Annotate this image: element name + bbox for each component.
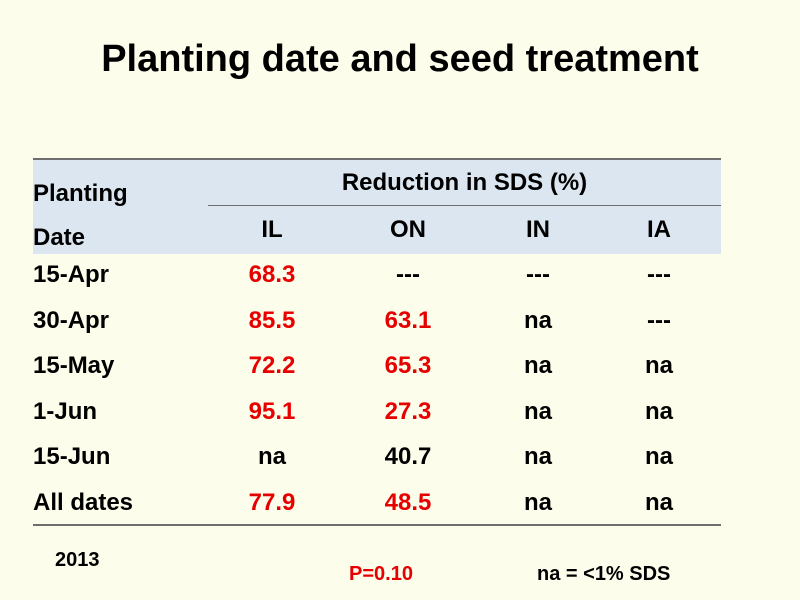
column-header-ia: IA: [647, 216, 671, 243]
table-cell-on: 48.5: [384, 488, 432, 516]
p-value-note: P=0.10: [349, 563, 413, 585]
row-label: 15-May: [33, 352, 115, 379]
column-header-on: ON: [390, 216, 426, 243]
table-row: 15-Apr 68.3 --- --- ---: [33, 252, 721, 298]
table-cell-ia: na: [644, 443, 673, 470]
planting-date-header-line2: Date: [33, 224, 86, 251]
table-cell-il: 95.1: [248, 397, 296, 425]
table-cell-il: na: [257, 443, 286, 470]
table-cell-in: na: [523, 488, 552, 516]
table-cell-ia: na: [644, 352, 673, 379]
table-bottom-border: [33, 524, 721, 526]
table-body: 15-Apr 68.3 --- --- --- 30-Apr 85.5 63.1 na --- 15…: [33, 252, 721, 525]
column-header-in: IN: [526, 216, 550, 243]
table-cell-ia: na: [644, 488, 673, 516]
table-header: Planting Date Reduction in SDS (%) IL ON…: [33, 158, 721, 254]
table-cell-ia: ---: [647, 306, 671, 334]
row-label: 15-Apr: [33, 261, 110, 288]
table-header-background: [33, 158, 721, 254]
table-cell-il: 72.2: [248, 352, 296, 379]
row-label: All dates: [33, 488, 134, 516]
planting-date-header-line1: Planting: [33, 180, 128, 207]
row-label: 15-Jun: [33, 443, 111, 470]
table-cell-in: na: [523, 306, 552, 334]
header-divider: [208, 205, 721, 206]
slide-title: Planting date and seed treatment: [101, 38, 699, 80]
table-row: All dates 77.9 48.5 na na: [33, 480, 721, 526]
planting-date-header: Planting Date: [33, 172, 203, 260]
table-cell-in: na: [523, 352, 552, 379]
table-row: 1-Jun 95.1 27.3 na na: [33, 389, 721, 435]
table-cell-ia: ---: [647, 261, 671, 288]
table-cell-in: ---: [526, 261, 550, 288]
table-row: 30-Apr 85.5 63.1 na ---: [33, 298, 721, 344]
table-cell-in: na: [523, 443, 552, 470]
table-cell-on: ---: [396, 261, 420, 288]
table-cell-il: 68.3: [248, 261, 296, 288]
table-cell-in: na: [523, 397, 552, 425]
row-label: 1-Jun: [33, 397, 98, 425]
table-cell-on: 65.3: [384, 352, 432, 379]
table-cell-on: 40.7: [384, 443, 432, 470]
data-table: Planting Date Reduction in SDS (%) IL ON…: [33, 158, 721, 526]
table-cell-on: 27.3: [384, 397, 432, 425]
table-row: 15-May 72.2 65.3 na na: [33, 343, 721, 389]
table-cell-il: 85.5: [248, 306, 296, 334]
table-cell-il: 77.9: [248, 488, 296, 516]
na-legend-note: na = <1% SDS: [537, 563, 671, 585]
table-cell-ia: na: [644, 397, 673, 425]
year-note: 2013: [55, 549, 100, 571]
table-row: 15-Jun na 40.7 na na: [33, 434, 721, 480]
reduction-group-header: Reduction in SDS (%): [341, 169, 588, 196]
row-label: 30-Apr: [33, 306, 110, 334]
column-header-il: IL: [261, 216, 283, 243]
table-cell-on: 63.1: [384, 306, 432, 334]
